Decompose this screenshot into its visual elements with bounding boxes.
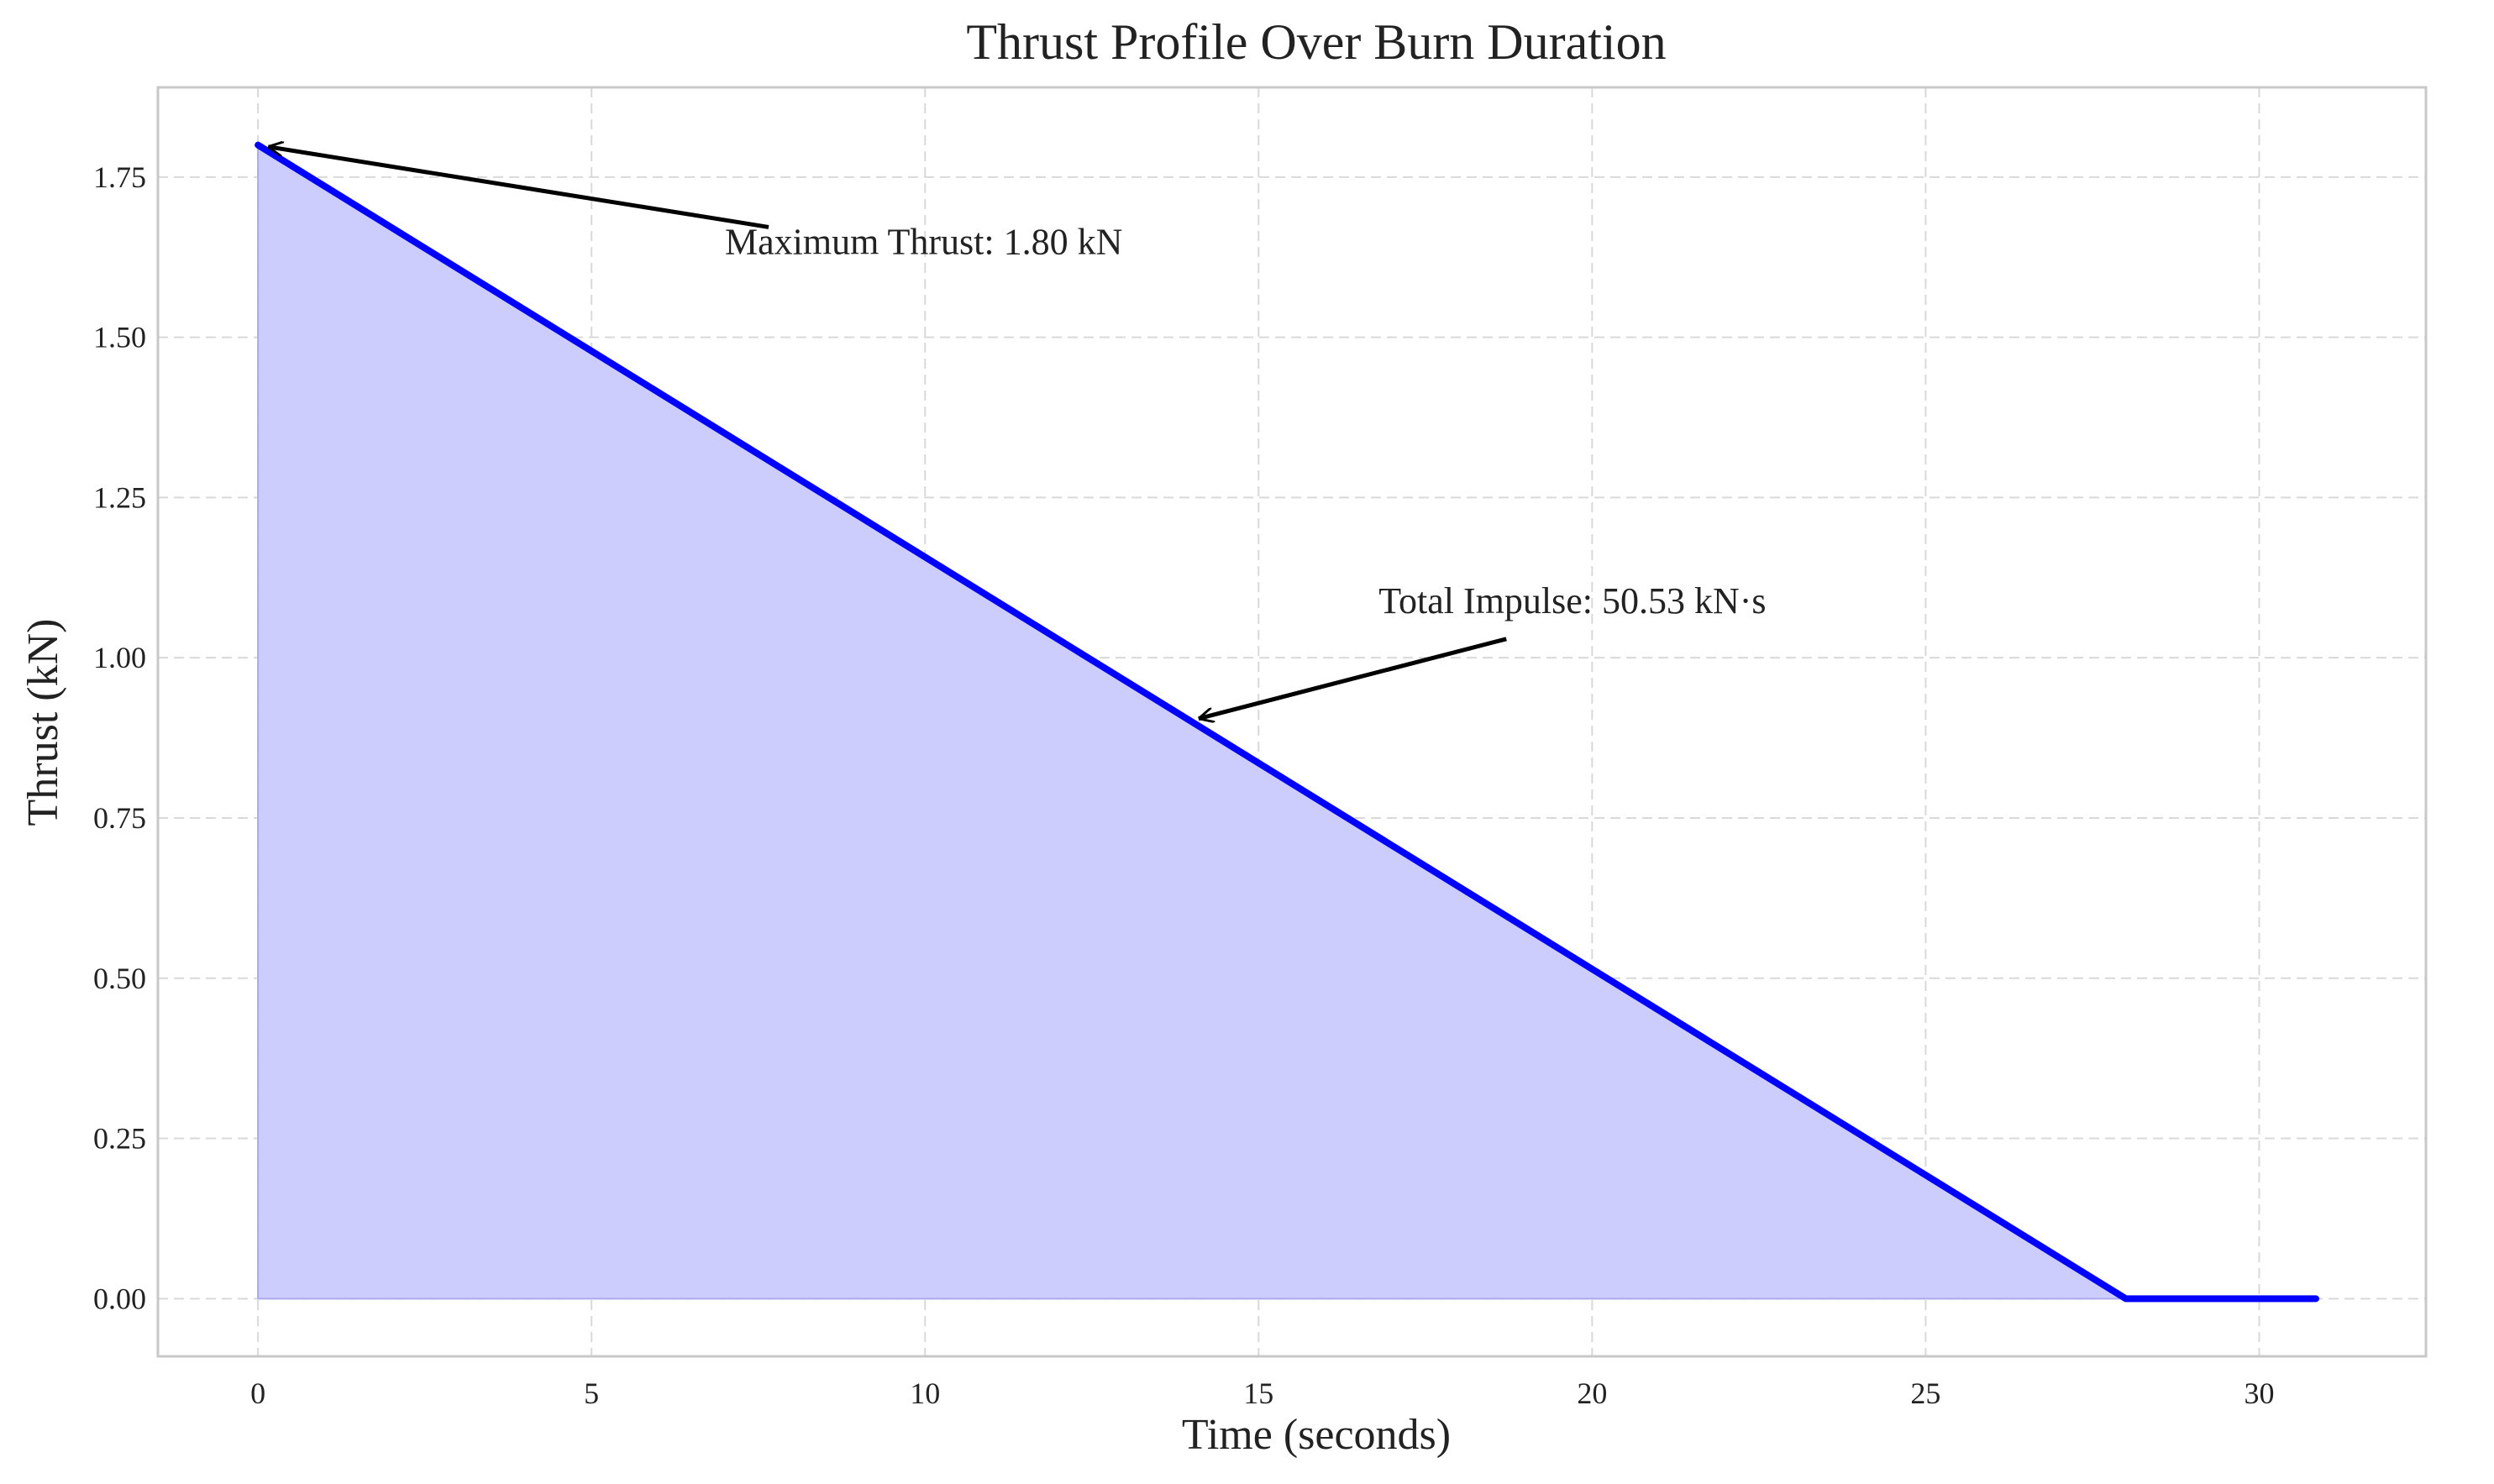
- y-tick-label: 1.00: [93, 641, 146, 674]
- series-line-layer: [255, 141, 2319, 1303]
- annotations: Maximum Thrust: 1.80 kN Total Impulse: 50…: [268, 147, 1767, 719]
- y-tick-label: 0.50: [93, 962, 146, 995]
- annotation-label: Total Impulse: 50.53 kN·s: [1378, 580, 1766, 621]
- chart-title: Thrust Profile Over Burn Duration: [966, 14, 1666, 70]
- y-tick-label: 1.50: [93, 321, 146, 354]
- annotation-arrow: [268, 147, 769, 229]
- y-tick-label: 0.75: [93, 801, 146, 835]
- x-axis-label: Time (seconds): [1182, 1411, 1451, 1459]
- x-tick-label: 30: [2244, 1377, 2274, 1410]
- x-tick-labels: 0 5 10 15 20 25 30: [250, 1377, 2274, 1410]
- y-axis-label: Thrust (kN): [19, 619, 67, 826]
- x-tick-label: 0: [250, 1377, 265, 1410]
- y-tick-labels: 0.00 0.25 0.50 0.75 1.00 1.25 1.50 1.75: [93, 160, 146, 1315]
- annotation-arrow: [1199, 637, 1507, 719]
- annotation-label: Maximum Thrust: 1.80 kN: [725, 221, 1122, 262]
- plot-frame: [156, 86, 2428, 1358]
- y-tick-label: 1.75: [93, 160, 146, 194]
- thrust-line: [255, 141, 2319, 1303]
- x-tick-label: 25: [1910, 1377, 1940, 1410]
- x-tick-label: 15: [1243, 1377, 1273, 1410]
- x-tick-label: 5: [584, 1377, 599, 1410]
- x-tick-label: 20: [1577, 1377, 1607, 1410]
- y-tick-label: 1.25: [93, 480, 146, 514]
- x-tick-label: 10: [910, 1377, 940, 1410]
- y-tick-label: 0.25: [93, 1122, 146, 1156]
- y-tick-label: 0.00: [93, 1282, 146, 1315]
